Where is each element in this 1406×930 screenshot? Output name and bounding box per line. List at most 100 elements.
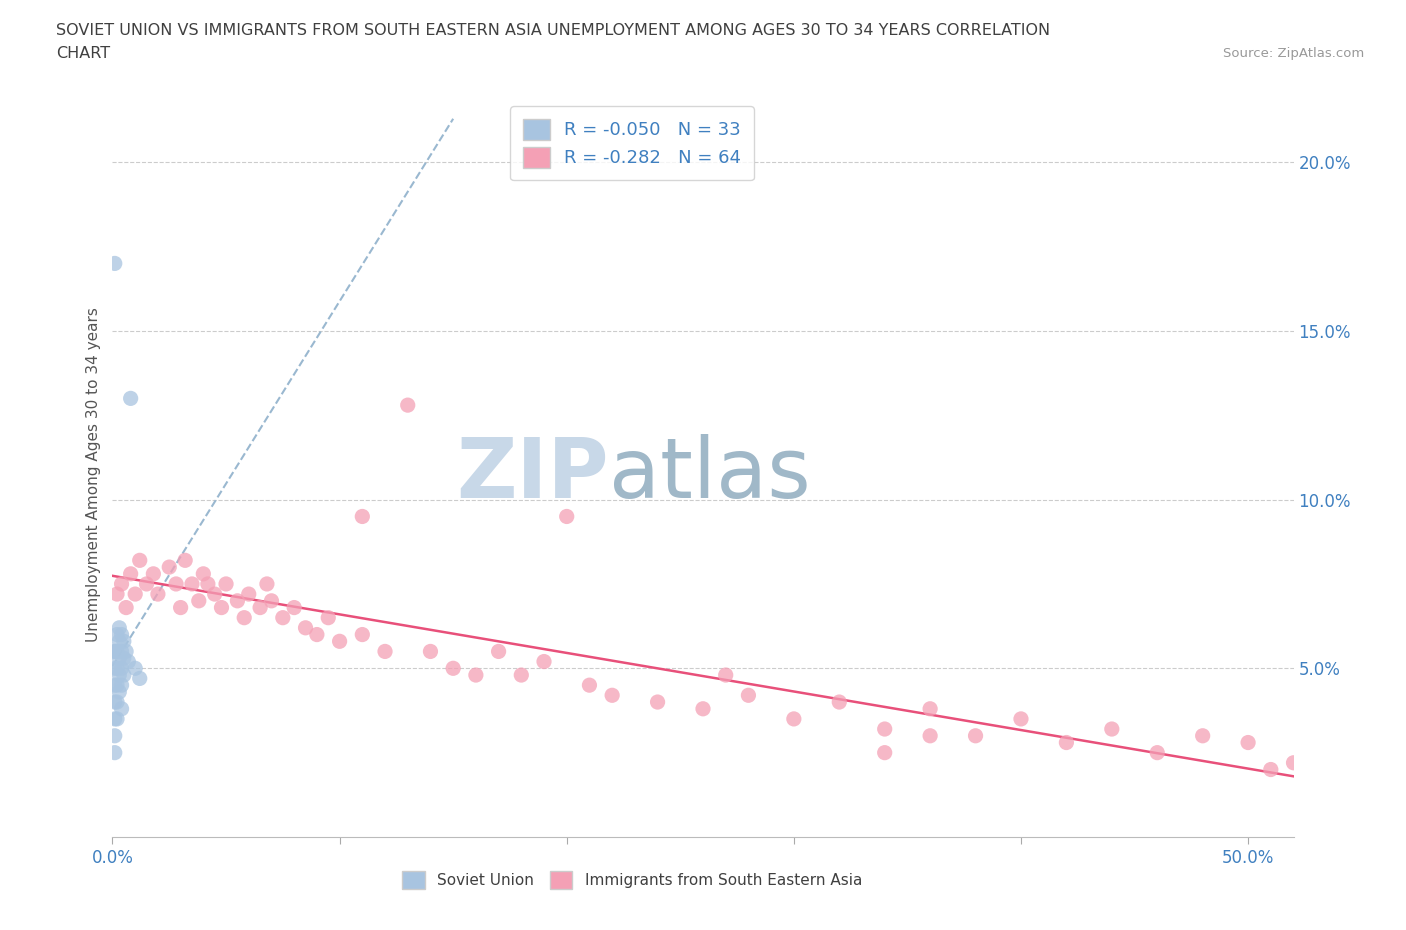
Point [108,620,131,635]
Point [1146,745,1168,760]
Point [374,644,396,658]
Point [142,566,165,581]
Point [316,610,339,625]
Point [1260,762,1282,777]
Point [828,695,851,710]
Point [110,644,132,658]
Text: Source: ZipAtlas.com: Source: ZipAtlas.com [1223,46,1364,60]
Text: SOVIET UNION VS IMMIGRANTS FROM SOUTH EASTERN ASIA UNEMPLOYMENT AMONG AGES 30 TO: SOVIET UNION VS IMMIGRANTS FROM SOUTH EA… [56,23,1050,38]
Text: CHART: CHART [56,46,110,61]
Point [157,560,180,575]
Point [104,678,127,693]
Point [124,661,146,676]
Point [105,695,128,710]
Point [120,391,142,405]
Point [104,661,127,676]
Point [578,678,600,693]
Point [104,728,127,743]
Point [110,661,132,676]
Point [174,553,197,568]
Point [104,256,127,271]
Point [233,610,256,625]
Point [737,688,759,703]
Point [1191,728,1213,743]
Point [104,695,127,710]
Point [920,728,942,743]
Point [294,620,316,635]
Point [647,695,669,710]
Point [105,661,128,676]
Point [714,668,737,683]
Text: atlas: atlas [609,433,810,515]
Point [419,644,441,658]
Point [271,610,294,625]
Point [181,577,204,591]
Point [115,644,138,658]
Point [120,566,142,581]
Point [783,711,806,726]
Point [260,593,283,608]
Point [238,587,260,602]
Point [193,566,215,581]
Point [1282,755,1305,770]
Point [112,651,135,666]
Y-axis label: Unemployment Among Ages 30 to 34 years: Unemployment Among Ages 30 to 34 years [86,307,101,642]
Point [352,627,374,642]
Point [135,577,157,591]
Point [128,671,150,685]
Point [1054,735,1077,750]
Point [920,701,942,716]
Point [112,634,135,649]
Point [1237,735,1260,750]
Point [105,711,128,726]
Point [441,661,464,676]
Point [215,577,238,591]
Point [105,627,128,642]
Point [108,634,131,649]
Point [352,509,374,524]
Point [110,627,132,642]
Point [104,745,127,760]
Point [105,678,128,693]
Point [105,644,128,658]
Point [197,577,219,591]
Point [146,587,169,602]
Text: ZIP: ZIP [456,433,609,515]
Point [873,745,896,760]
Point [396,398,419,413]
Point [283,600,305,615]
Point [204,587,226,602]
Point [226,593,249,608]
Point [108,684,131,699]
Point [600,688,623,703]
Point [533,654,555,669]
Point [112,668,135,683]
Point [108,668,131,683]
Point [555,509,578,524]
Point [510,668,533,683]
Point [965,728,987,743]
Point [692,701,714,716]
Point [1101,722,1123,737]
Point [108,651,131,666]
Point [104,644,127,658]
Point [488,644,510,658]
Point [305,627,328,642]
Point [110,678,132,693]
Point [104,644,127,658]
Point [187,593,209,608]
Point [873,722,896,737]
Point [128,553,150,568]
Point [165,577,187,591]
Point [211,600,233,615]
Point [117,654,139,669]
Point [256,577,278,591]
Point [110,701,132,716]
Point [105,587,128,602]
Point [249,600,271,615]
Point [329,634,352,649]
Point [110,577,132,591]
Point [124,587,146,602]
Point [1010,711,1032,726]
Point [104,711,127,726]
